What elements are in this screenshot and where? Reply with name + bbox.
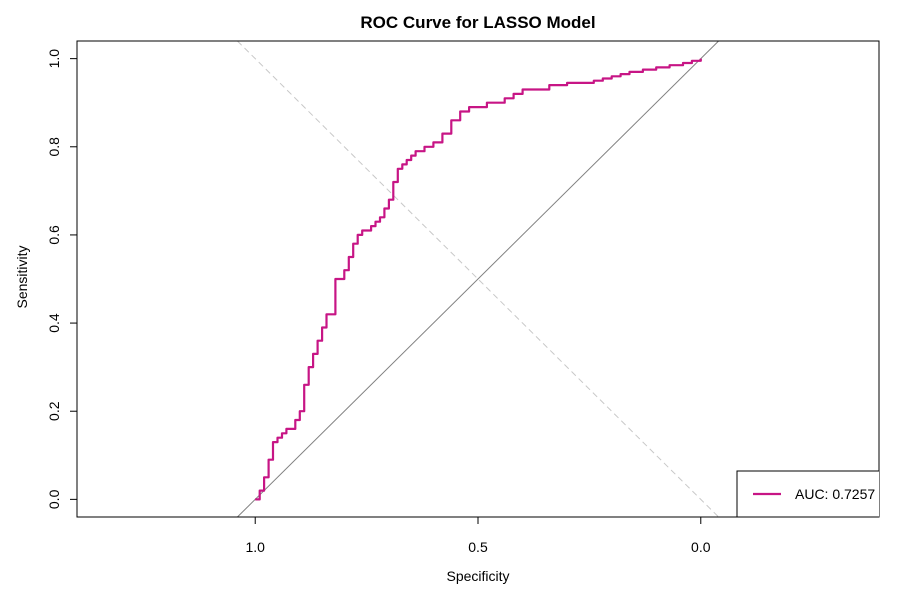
chart-title: ROC Curve for LASSO Model: [360, 13, 595, 32]
y-tick-label: 1.0: [46, 49, 62, 69]
roc-curve-series-0: [255, 58, 702, 501]
x-tick-label: 0.5: [468, 539, 488, 555]
x-tick-label: 1.0: [245, 539, 265, 555]
reference-line-0: [237, 41, 719, 517]
legend-label: AUC: 0.7257: [795, 486, 875, 502]
x-tick-label: 0.0: [691, 539, 711, 555]
reference-line-1: [237, 41, 719, 517]
x-axis-label: Specificity: [446, 568, 509, 584]
y-tick-label: 0.0: [46, 489, 62, 509]
plot-area: [237, 41, 719, 517]
y-tick-label: 0.4: [46, 313, 62, 333]
legend: AUC: 0.7257: [736, 470, 879, 518]
y-axis-label: Sensitivity: [14, 245, 30, 308]
y-tick-label: 0.6: [46, 225, 62, 245]
y-tick-label: 0.8: [46, 137, 62, 157]
axes: 1.0 0.5 0.0 0.0 0.2 0.4 0.6 0.8 1.0: [46, 49, 711, 555]
y-tick-label: 0.2: [46, 401, 62, 421]
